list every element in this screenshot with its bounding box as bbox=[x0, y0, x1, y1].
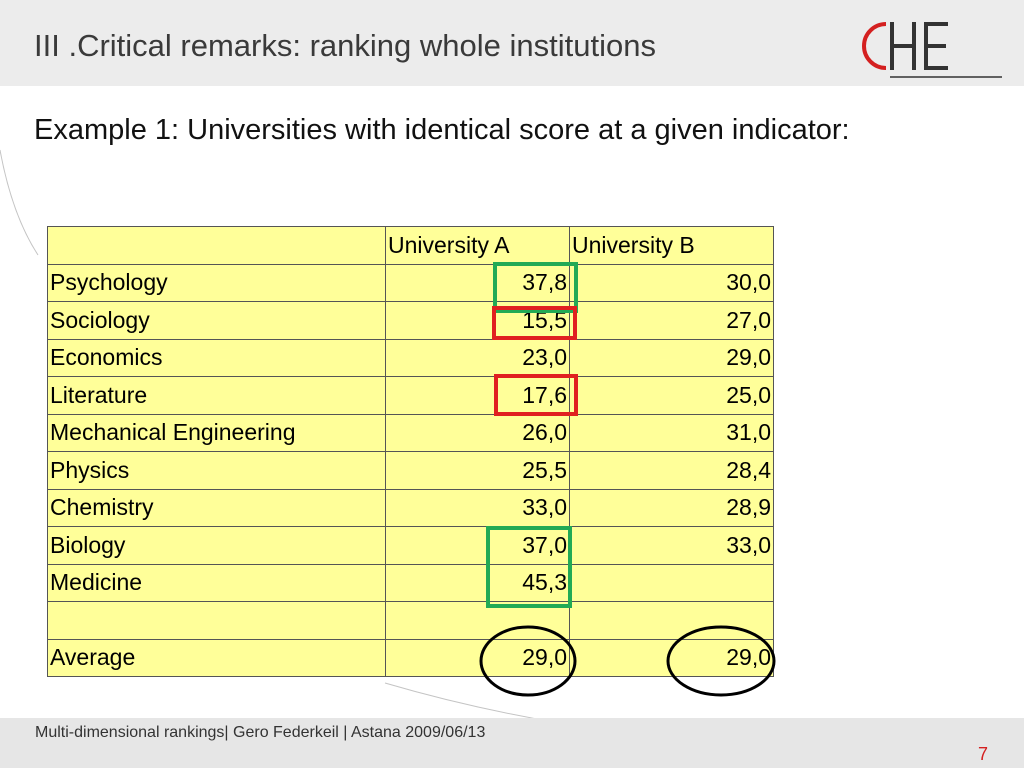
score-a-cell: 23,0 bbox=[385, 338, 570, 377]
subject-cell: Biology bbox=[47, 526, 386, 565]
score-b-cell: 25,0 bbox=[569, 376, 774, 415]
score-b-cell bbox=[569, 563, 774, 602]
table-row: Economics 23,0 29,0 bbox=[47, 338, 774, 377]
score-a-cell: 26,0 bbox=[385, 413, 570, 452]
score-b-cell bbox=[569, 601, 774, 640]
slide-subtitle: Example 1: Universities with identical s… bbox=[34, 114, 850, 146]
subject-cell: Physics bbox=[47, 451, 386, 490]
score-a-cell: 17,6 bbox=[385, 376, 570, 415]
table-header-row: University A University B bbox=[47, 226, 774, 265]
table-row: Medicine 45,3 bbox=[47, 563, 774, 602]
footer-bar bbox=[0, 718, 1024, 768]
table-row-average: Average 29,0 29,0 bbox=[47, 638, 774, 677]
footer-text: Multi-dimensional rankings| Gero Federke… bbox=[35, 724, 486, 741]
subject-cell: Average bbox=[47, 638, 386, 677]
score-b-cell: 31,0 bbox=[569, 413, 774, 452]
table-row: Mechanical Engineering 26,0 31,0 bbox=[47, 413, 774, 452]
table-row: Literature 17,6 25,0 bbox=[47, 376, 774, 415]
table-row: Biology 37,0 33,0 bbox=[47, 526, 774, 565]
subject-cell: Sociology bbox=[47, 301, 386, 340]
header-university-a: University A bbox=[385, 226, 570, 265]
logo-c-mark bbox=[862, 22, 887, 70]
score-b-cell: 28,9 bbox=[569, 488, 774, 527]
score-b-cell: 30,0 bbox=[569, 263, 774, 302]
score-b-cell: 27,0 bbox=[569, 301, 774, 340]
subject-cell: Mechanical Engineering bbox=[47, 413, 386, 452]
score-b-cell: 29,0 bbox=[569, 338, 774, 377]
che-logo bbox=[862, 22, 1002, 78]
subject-cell bbox=[47, 601, 386, 640]
header-university-b: University B bbox=[569, 226, 774, 265]
scores-table: University A University B Psychology 37,… bbox=[47, 226, 774, 677]
score-a-cell: 37,0 bbox=[385, 526, 570, 565]
score-a-cell: 15,5 bbox=[385, 301, 570, 340]
average-b-cell: 29,0 bbox=[569, 638, 774, 677]
page-number: 7 bbox=[978, 744, 989, 764]
score-a-cell: 25,5 bbox=[385, 451, 570, 490]
score-a-cell: 37,8 bbox=[385, 263, 570, 302]
score-a-cell bbox=[385, 601, 570, 640]
table-row: Chemistry 33,0 28,9 bbox=[47, 488, 774, 527]
slide-title: III .Critical remarks: ranking whole ins… bbox=[34, 28, 656, 63]
header-bar bbox=[0, 0, 1024, 86]
header-cell-blank bbox=[47, 226, 386, 265]
table-row-empty bbox=[47, 601, 774, 640]
table-row: Physics 25,5 28,4 bbox=[47, 451, 774, 490]
score-a-cell: 45,3 bbox=[385, 563, 570, 602]
table-row: Sociology 15,5 27,0 bbox=[47, 301, 774, 340]
subject-cell: Literature bbox=[47, 376, 386, 415]
score-b-cell: 28,4 bbox=[569, 451, 774, 490]
table-row: Psychology 37,8 30,0 bbox=[47, 263, 774, 302]
score-b-cell: 33,0 bbox=[569, 526, 774, 565]
subject-cell: Psychology bbox=[47, 263, 386, 302]
score-a-cell: 33,0 bbox=[385, 488, 570, 527]
subject-cell: Chemistry bbox=[47, 488, 386, 527]
average-a-cell: 29,0 bbox=[385, 638, 570, 677]
subject-cell: Economics bbox=[47, 338, 386, 377]
subject-cell: Medicine bbox=[47, 563, 386, 602]
